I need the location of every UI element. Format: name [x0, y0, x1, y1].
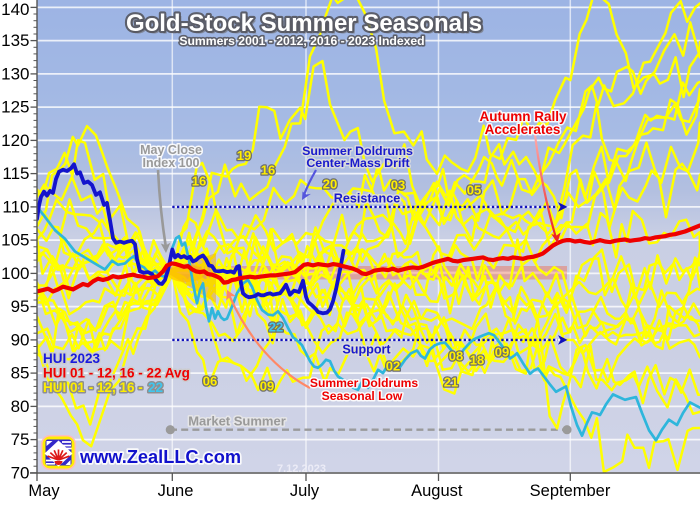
svg-text:05: 05: [467, 183, 481, 198]
svg-text:120: 120: [1, 131, 29, 150]
svg-text:Center-Mass Drift: Center-Mass Drift: [306, 156, 409, 170]
svg-text:08: 08: [449, 349, 463, 364]
svg-text:16: 16: [261, 163, 275, 178]
svg-text:Accelerates: Accelerates: [485, 122, 561, 137]
svg-text:Summer Doldrums: Summer Doldrums: [302, 144, 413, 158]
svg-text:HUI 2023: HUI 2023: [43, 351, 101, 366]
svg-text:HUI 01 - 12, 16 -: HUI 01 - 12, 16 -: [43, 380, 143, 395]
svg-text:Resistance: Resistance: [334, 192, 401, 206]
svg-text:Gold-Stock Summer Seasonals: Gold-Stock Summer Seasonals: [126, 10, 482, 37]
svg-text:21: 21: [444, 375, 458, 390]
svg-text:18: 18: [470, 353, 484, 368]
svg-text:105: 105: [1, 231, 29, 250]
svg-text:Support: Support: [342, 343, 391, 357]
svg-text:08: 08: [449, 349, 463, 364]
svg-text:Gold-Stock Summer Seasonals: Gold-Stock Summer Seasonals: [126, 10, 482, 37]
svg-text:www.ZealLLC.com: www.ZealLLC.com: [79, 447, 241, 467]
svg-text:03: 03: [391, 178, 405, 193]
svg-text:09: 09: [495, 345, 509, 360]
svg-text:Accelerates: Accelerates: [485, 122, 561, 137]
svg-text:Summer Doldrums: Summer Doldrums: [302, 144, 413, 158]
svg-text:80: 80: [11, 397, 30, 416]
svg-text:100: 100: [1, 264, 29, 283]
svg-text:95: 95: [11, 297, 30, 316]
svg-text:16: 16: [192, 174, 206, 189]
svg-text:Summer Doldrums: Summer Doldrums: [310, 376, 418, 390]
svg-text:22: 22: [148, 380, 163, 395]
svg-text:Market Summer: Market Summer: [188, 414, 286, 429]
svg-text:Seasonal Low: Seasonal Low: [322, 389, 403, 403]
svg-text:Summer Doldrums: Summer Doldrums: [310, 376, 418, 390]
svg-text:125: 125: [1, 98, 29, 117]
svg-text:09: 09: [260, 379, 274, 394]
svg-text:09: 09: [495, 345, 509, 360]
svg-text:HUI 2023: HUI 2023: [43, 351, 101, 366]
svg-text:20: 20: [323, 177, 337, 192]
svg-text:August: August: [411, 482, 463, 500]
svg-text:85: 85: [11, 364, 30, 383]
svg-text:September: September: [530, 482, 611, 500]
svg-text:Index 100: Index 100: [143, 156, 200, 170]
svg-text:19: 19: [237, 148, 251, 163]
svg-text:09: 09: [260, 379, 274, 394]
svg-text:May Close: May Close: [140, 143, 202, 157]
svg-text:Seasonal Low: Seasonal Low: [322, 389, 403, 403]
svg-text:May: May: [28, 482, 60, 500]
svg-text:Summers 2001 - 2012, 2016 - 20: Summers 2001 - 2012, 2016 - 2023 Indexed: [179, 34, 424, 48]
svg-text:22: 22: [269, 320, 283, 335]
svg-text:03: 03: [391, 178, 405, 193]
svg-text:135: 135: [1, 31, 29, 50]
svg-text:HUI 01 - 12, 16 - 22 Avg: HUI 01 - 12, 16 - 22 Avg: [43, 366, 190, 381]
svg-text:May Close: May Close: [140, 143, 202, 157]
svg-text:Gold-Stock Summer Seasonals: Gold-Stock Summer Seasonals: [128, 13, 484, 40]
svg-text:7.12.2023: 7.12.2023: [277, 463, 326, 475]
svg-text:06: 06: [203, 374, 217, 389]
svg-text:Center-Mass Drift: Center-Mass Drift: [306, 156, 409, 170]
svg-text:July: July: [290, 482, 320, 500]
svg-text:www.ZealLLC.com: www.ZealLLC.com: [79, 447, 241, 467]
svg-text:75: 75: [11, 430, 30, 449]
svg-text:90: 90: [11, 330, 30, 349]
svg-text:130: 130: [1, 64, 29, 83]
svg-text:22: 22: [148, 380, 163, 395]
svg-text:06: 06: [203, 374, 217, 389]
svg-text:21: 21: [444, 375, 458, 390]
svg-text:Resistance: Resistance: [334, 192, 401, 206]
svg-text:05: 05: [467, 183, 481, 198]
svg-text:02: 02: [386, 359, 400, 374]
svg-text:16: 16: [261, 163, 275, 178]
svg-text:Market Summer: Market Summer: [188, 414, 286, 429]
svg-text:22: 22: [269, 320, 283, 335]
svg-text:20: 20: [323, 177, 337, 192]
svg-text:Autumn Rally: Autumn Rally: [479, 109, 566, 124]
svg-text:110: 110: [2, 197, 29, 216]
svg-text:Index 100: Index 100: [143, 156, 200, 170]
svg-text:Summers 2001 - 2012, 2016 - 20: Summers 2001 - 2012, 2016 - 2023 Indexed: [179, 34, 424, 48]
svg-text:02: 02: [386, 359, 400, 374]
svg-text:19: 19: [237, 148, 251, 163]
svg-text:HUI 01 - 12, 16 -: HUI 01 - 12, 16 -: [43, 380, 143, 395]
svg-text:16: 16: [192, 174, 206, 189]
svg-text:June: June: [158, 482, 194, 500]
svg-text:18: 18: [470, 353, 484, 368]
svg-text:115: 115: [2, 164, 29, 183]
svg-text:Support: Support: [342, 343, 391, 357]
svg-text:70: 70: [11, 463, 30, 482]
svg-text:HUI 01 - 12, 16 - 22 Avg: HUI 01 - 12, 16 - 22 Avg: [43, 366, 190, 381]
svg-text:Autumn Rally: Autumn Rally: [479, 109, 566, 124]
svg-text:140: 140: [1, 0, 29, 19]
